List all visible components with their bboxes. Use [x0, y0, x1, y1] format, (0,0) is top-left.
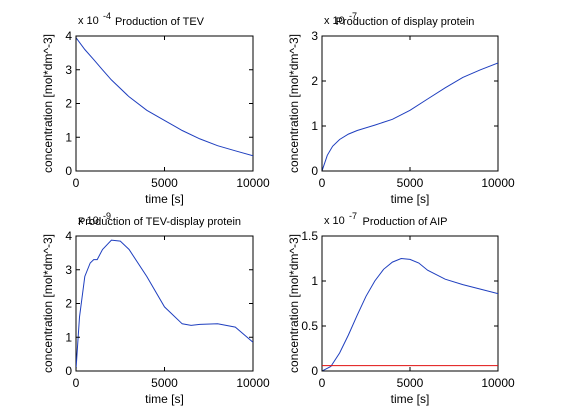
y-tick-label: 3: [311, 29, 318, 43]
axis-exponent: x 10: [324, 15, 345, 27]
y-tick-label: 0: [65, 164, 72, 178]
x-axis-label: time [s]: [145, 192, 184, 206]
axes-box: [75, 35, 254, 172]
x-tick-label: 0: [73, 176, 80, 190]
y-tick-label: 2: [65, 297, 72, 311]
subplot-4: 0 5000 10000 0 0.5 1 1.5 x 10 -7 Production of AI…: [287, 211, 515, 406]
x-tick-label: 5000: [151, 176, 178, 190]
series-line-1: [322, 62, 498, 171]
y-tick-label: 1: [65, 330, 72, 344]
axis-exponent-power: -4: [103, 11, 111, 21]
x-axis-label: time [s]: [391, 392, 430, 406]
chart-title: Production of display protein: [336, 16, 475, 28]
x-axis-label: time [s]: [145, 392, 184, 406]
x-tick-label: 10000: [481, 376, 515, 390]
x-tick-label: 0: [319, 376, 326, 390]
y-tick-label: 0.5: [301, 319, 318, 333]
x-tick-label: 0: [319, 176, 326, 190]
axes-box: [321, 235, 499, 372]
y-tick-label: 1: [311, 119, 318, 133]
series-line-1: [76, 239, 253, 370]
axes-box: [321, 35, 499, 172]
series-line-1: [76, 37, 253, 157]
y-axis-label: concentration [mol*dm^-3]: [41, 34, 55, 173]
axis-exponent: x 10: [78, 215, 99, 227]
x-tick-label: 10000: [481, 176, 515, 190]
axis-exponent: x 10: [78, 15, 99, 27]
axis-exponent-power: -7: [349, 11, 357, 21]
chart-title: Production of TEV: [115, 16, 205, 28]
x-tick-label: 5000: [151, 376, 178, 390]
axis-exponent-power: -9: [103, 211, 111, 221]
y-tick-label: 4: [65, 229, 72, 243]
series-line-1: [322, 257, 498, 371]
axis-exponent-power: -7: [349, 211, 357, 221]
y-tick-label: 1: [311, 274, 318, 288]
y-axis-label: concentration [mol*dm^-3]: [41, 234, 55, 373]
y-tick-label: 1: [65, 130, 72, 144]
x-tick-label: 10000: [236, 176, 270, 190]
y-axis-label: concentration [mol*dm^-3]: [287, 234, 301, 373]
y-tick-label: 0: [311, 364, 318, 378]
y-tick-label: 1.5: [301, 229, 318, 243]
axes-box: [75, 235, 254, 372]
y-tick-label: 2: [65, 97, 72, 111]
x-tick-label: 0: [73, 376, 80, 390]
y-tick-label: 2: [311, 74, 318, 88]
y-tick-label: 3: [65, 263, 72, 277]
axis-exponent: x 10: [324, 215, 345, 227]
x-axis-label: time [s]: [391, 192, 430, 206]
y-tick-label: 4: [65, 29, 72, 43]
x-tick-label: 5000: [397, 176, 424, 190]
y-axis-label: concentration [mol*dm^-3]: [287, 34, 301, 173]
y-tick-label: 0: [311, 164, 318, 178]
chart-title: Production of AIP: [363, 216, 448, 228]
chart-title: Production of TEV-display protein: [78, 216, 241, 228]
y-tick-label: 0: [65, 364, 72, 378]
x-tick-label: 5000: [397, 376, 424, 390]
x-tick-label: 10000: [236, 376, 270, 390]
subplot-1: 0 5000 10000 0 1 2 3 4 x 10 -4 Production of TEV ti…: [41, 11, 270, 206]
y-tick-label: 3: [65, 63, 72, 77]
